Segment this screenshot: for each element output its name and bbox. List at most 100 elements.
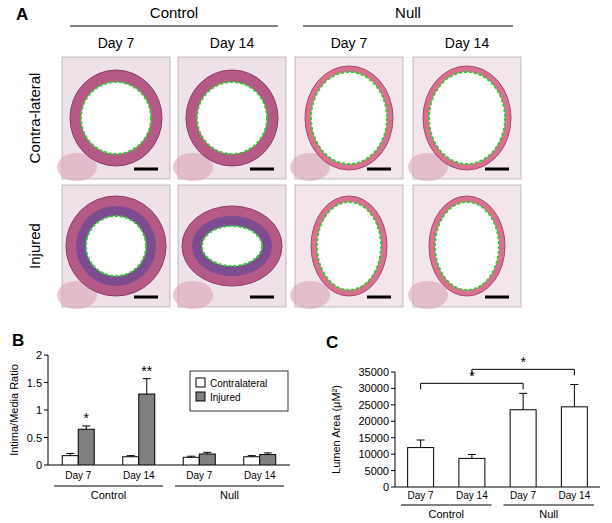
y-tick-label: 1.5 bbox=[27, 377, 42, 389]
legend-label: Contralateral bbox=[210, 378, 267, 389]
x-tick-label: Day 7 bbox=[65, 470, 92, 481]
y-axis-label: Lumen Area (μM²) bbox=[330, 385, 342, 474]
bar bbox=[561, 407, 587, 487]
scale-bar bbox=[250, 296, 274, 299]
y-axis bbox=[395, 372, 396, 487]
lumen bbox=[311, 72, 387, 164]
row-label: Contra-lateral bbox=[26, 73, 43, 164]
error-cap bbox=[264, 452, 272, 453]
group-label: Null bbox=[220, 489, 239, 501]
x-tick-label: Day 7 bbox=[186, 470, 213, 481]
error-cap bbox=[203, 452, 211, 453]
scale-bar bbox=[250, 168, 274, 171]
column-label: Day 14 bbox=[210, 35, 255, 51]
lumen bbox=[197, 82, 267, 154]
y-tick bbox=[391, 421, 395, 422]
vessel-wall bbox=[429, 196, 505, 296]
y-tick bbox=[44, 437, 48, 438]
y-tick bbox=[391, 372, 395, 373]
y-tick-label: 2 bbox=[36, 349, 42, 361]
error-bar bbox=[523, 393, 524, 409]
lumen-outline bbox=[202, 226, 262, 266]
vessel-wall bbox=[66, 196, 166, 296]
x-tick-label: Day 7 bbox=[408, 490, 435, 501]
group-label: Control bbox=[91, 489, 126, 501]
plot-area bbox=[408, 384, 588, 487]
vessel-wall bbox=[186, 70, 278, 166]
bar bbox=[123, 457, 139, 465]
scale-bar bbox=[485, 168, 509, 171]
y-tick bbox=[44, 465, 48, 466]
scale-bar bbox=[134, 168, 158, 171]
error-cap bbox=[187, 456, 195, 457]
bar bbox=[199, 454, 215, 465]
lumen-outline bbox=[86, 216, 146, 276]
bar bbox=[62, 456, 78, 465]
group-label: Null bbox=[395, 4, 421, 21]
tissue bbox=[290, 281, 330, 309]
vessel-wall bbox=[311, 196, 387, 296]
figure: A Control Null Day 7 Day 14 Day 7 Day 14 Contra… bbox=[0, 0, 612, 523]
group-label: Control bbox=[150, 4, 198, 21]
panel-label: C bbox=[326, 333, 338, 352]
vessel-wall bbox=[305, 66, 393, 170]
y-tick-label: 25000 bbox=[358, 399, 389, 411]
lumen-outline bbox=[311, 72, 387, 164]
neointima bbox=[192, 216, 272, 276]
y-tick bbox=[44, 355, 48, 356]
column-label: Day 7 bbox=[98, 35, 135, 51]
error-bar bbox=[146, 379, 147, 394]
tissue bbox=[408, 281, 448, 309]
y-tick-label: 35000 bbox=[358, 366, 389, 378]
panel-label: A bbox=[16, 5, 28, 24]
x-tick-label: Day 14 bbox=[456, 490, 488, 501]
group-line bbox=[54, 486, 163, 487]
y-tick-label: 15000 bbox=[358, 432, 389, 444]
error-bar bbox=[471, 454, 472, 458]
lumen bbox=[81, 82, 151, 154]
y-tick bbox=[391, 404, 395, 405]
legend-label: Injured bbox=[210, 392, 241, 403]
y-tick-label: 0 bbox=[383, 481, 389, 493]
error-cap bbox=[519, 393, 527, 394]
y-tick-label: 10000 bbox=[358, 448, 389, 460]
y-tick-label: 0.5 bbox=[27, 432, 42, 444]
legend-box bbox=[190, 371, 288, 411]
lumen-outline bbox=[317, 202, 381, 290]
tissue bbox=[173, 281, 213, 309]
column-label: Day 14 bbox=[445, 35, 490, 51]
y-axis-label: Intima/Media Ratio bbox=[8, 364, 20, 456]
x-tick-label: Day 14 bbox=[244, 470, 276, 481]
row-label: Injured bbox=[26, 223, 43, 269]
vessel-wall bbox=[70, 70, 162, 166]
lumen bbox=[435, 202, 499, 290]
lumen-outline bbox=[197, 82, 267, 154]
group-line bbox=[303, 26, 513, 27]
y-tick bbox=[391, 470, 395, 471]
y-tick-label: 0 bbox=[36, 459, 42, 471]
y-tick bbox=[391, 388, 395, 389]
annotation: ** bbox=[141, 363, 152, 379]
bar bbox=[139, 394, 155, 465]
y-tick bbox=[391, 454, 395, 455]
y-tick bbox=[391, 487, 395, 488]
bar bbox=[244, 457, 260, 465]
group-line bbox=[70, 26, 278, 27]
panel-label: B bbox=[12, 331, 24, 350]
group-line bbox=[401, 505, 492, 506]
error-bar bbox=[574, 384, 575, 406]
y-tick bbox=[391, 437, 395, 438]
x-tick-label: Day 14 bbox=[123, 470, 155, 481]
group-label: Null bbox=[539, 508, 558, 520]
lumen-outline bbox=[429, 72, 505, 164]
column-label: Day 7 bbox=[331, 35, 368, 51]
error-cap bbox=[570, 384, 578, 385]
lumen bbox=[202, 226, 262, 266]
error-cap bbox=[127, 455, 135, 456]
y-tick-label: 1 bbox=[36, 404, 42, 416]
scale-bar bbox=[367, 296, 391, 299]
bar bbox=[78, 429, 94, 465]
legend: Contralateral Injured bbox=[190, 371, 288, 411]
y-tick-label: 30000 bbox=[358, 382, 389, 394]
error-cap bbox=[66, 453, 74, 454]
